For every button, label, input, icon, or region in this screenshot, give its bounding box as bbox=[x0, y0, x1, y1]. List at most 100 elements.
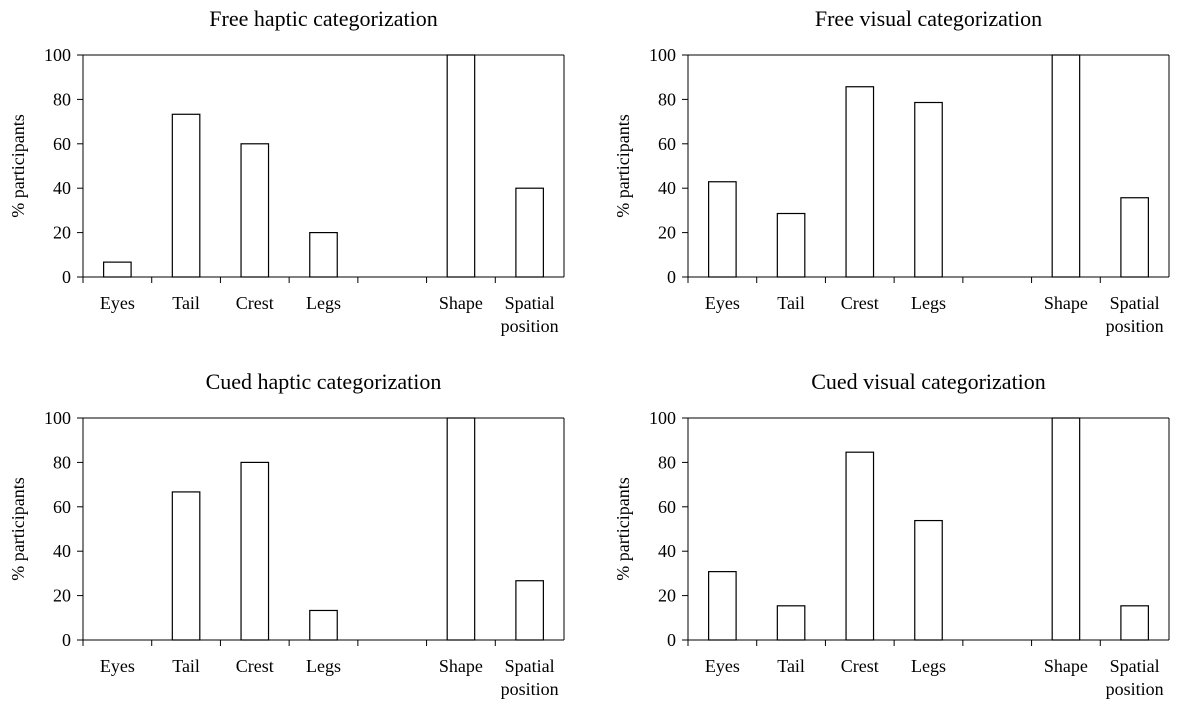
bar-legs bbox=[914, 519, 943, 641]
x-tick-label: Legs bbox=[306, 293, 341, 313]
x-tick-label: Crest bbox=[841, 656, 879, 676]
x-tick-label-line: Eyes bbox=[100, 656, 135, 676]
bar-tail bbox=[776, 212, 806, 278]
x-tick-label-line: Spatial bbox=[505, 293, 555, 313]
y-tick-label: 0 bbox=[667, 630, 676, 650]
bar-crest bbox=[240, 143, 270, 278]
y-tick-label: 60 bbox=[658, 497, 676, 517]
x-tick-label-line: Shape bbox=[439, 656, 483, 676]
x-tick-label-line: position bbox=[501, 679, 559, 699]
x-tick-label: Crest bbox=[841, 293, 879, 313]
x-tick-label: Shape bbox=[439, 656, 483, 676]
x-tick-label-line: Shape bbox=[439, 293, 483, 313]
chart-title: Free haptic categorization bbox=[209, 6, 437, 31]
x-tick-label-line: position bbox=[501, 316, 559, 336]
x-tick-label-line: Tail bbox=[172, 293, 200, 313]
bar-legs bbox=[309, 609, 338, 641]
x-tick-label-line: Spatial bbox=[1110, 656, 1160, 676]
x-tick-label-line: Eyes bbox=[705, 656, 740, 676]
bar-shape bbox=[1051, 54, 1081, 278]
chart-panel-3: Cued visual categorization % participants… bbox=[613, 369, 1170, 699]
x-tick-label-line: Crest bbox=[236, 656, 274, 676]
bar-crest bbox=[845, 86, 875, 278]
bar-tail bbox=[171, 113, 201, 278]
x-tick-label: Shape bbox=[439, 293, 483, 313]
x-tick-label: Shape bbox=[1044, 656, 1088, 676]
y-tick-label: 40 bbox=[658, 541, 676, 561]
y-axis-label: % participants bbox=[8, 477, 28, 580]
y-tick-label: 20 bbox=[658, 586, 676, 606]
bar-tail bbox=[776, 605, 806, 641]
y-tick-label: 100 bbox=[649, 45, 676, 65]
y-tick-label: 0 bbox=[62, 267, 71, 287]
y-axis-label: % participants bbox=[613, 114, 633, 217]
x-tick-label-line: Legs bbox=[306, 293, 341, 313]
chart-panel-2: Cued haptic categorization % participants… bbox=[8, 369, 565, 699]
x-tick-label-line: Spatial bbox=[505, 656, 555, 676]
x-tick-label: Spatial position bbox=[501, 293, 559, 336]
y-tick-label: 20 bbox=[53, 223, 71, 243]
x-tick-label-line: Spatial bbox=[1110, 293, 1160, 313]
x-tick-label-line: position bbox=[1106, 316, 1164, 336]
x-tick-label-line: Legs bbox=[911, 293, 946, 313]
x-tick-label: Tail bbox=[172, 656, 200, 676]
x-tick-label-line: Tail bbox=[172, 656, 200, 676]
x-tick-label-line: Legs bbox=[911, 656, 946, 676]
x-tick-label-line: Legs bbox=[306, 656, 341, 676]
x-tick-label: Eyes bbox=[705, 656, 740, 676]
y-tick-label: 60 bbox=[53, 134, 71, 154]
y-axis-label: % participants bbox=[613, 477, 633, 580]
bar-spatial-position bbox=[1120, 197, 1149, 278]
bar-spatial-position bbox=[515, 187, 544, 278]
bar-crest bbox=[240, 461, 270, 641]
y-tick-label: 0 bbox=[62, 630, 71, 650]
chart-title: Cued visual categorization bbox=[811, 369, 1046, 394]
x-tick-label: Tail bbox=[777, 293, 805, 313]
y-tick-label: 0 bbox=[667, 267, 676, 287]
y-tick-label: 20 bbox=[53, 586, 71, 606]
y-tick-label: 100 bbox=[44, 408, 71, 428]
bar-legs bbox=[309, 232, 338, 278]
x-tick-label-line: Crest bbox=[236, 293, 274, 313]
y-tick-label: 80 bbox=[658, 89, 676, 109]
bar-shape bbox=[446, 417, 476, 641]
bar-spatial-position bbox=[515, 580, 544, 641]
y-tick-label: 80 bbox=[53, 452, 71, 472]
x-tick-label-line: Tail bbox=[777, 293, 805, 313]
x-tick-label: Tail bbox=[777, 656, 805, 676]
x-tick-label: Crest bbox=[236, 656, 274, 676]
x-tick-label: Spatial position bbox=[501, 656, 559, 699]
x-tick-label-line: Eyes bbox=[705, 293, 740, 313]
x-tick-label: Eyes bbox=[100, 293, 135, 313]
bar-eyes bbox=[103, 261, 132, 278]
y-tick-label: 80 bbox=[658, 452, 676, 472]
x-tick-label: Legs bbox=[306, 656, 341, 676]
x-tick-label-line: Shape bbox=[1044, 293, 1088, 313]
bar-spatial-position bbox=[1120, 605, 1149, 641]
chart-title: Free visual categorization bbox=[815, 6, 1042, 31]
x-tick-label: Tail bbox=[172, 293, 200, 313]
bar-legs bbox=[914, 101, 943, 278]
x-tick-label: Spatial position bbox=[1106, 293, 1164, 336]
bar-shape bbox=[446, 54, 476, 278]
chart-panel-0: Free haptic categorization % participants… bbox=[8, 6, 565, 336]
y-tick-label: 20 bbox=[658, 223, 676, 243]
x-tick-label-line: Eyes bbox=[100, 293, 135, 313]
bar-eyes bbox=[708, 571, 737, 641]
x-tick-label-line: Crest bbox=[841, 656, 879, 676]
y-tick-label: 40 bbox=[53, 541, 71, 561]
x-tick-label: Shape bbox=[1044, 293, 1088, 313]
chart-panel-1: Free visual categorization % participants… bbox=[613, 6, 1170, 336]
x-tick-label-line: Shape bbox=[1044, 656, 1088, 676]
x-tick-label: Spatial position bbox=[1106, 656, 1164, 699]
bar-shape bbox=[1051, 417, 1081, 641]
y-tick-label: 40 bbox=[658, 178, 676, 198]
x-tick-label-line: Crest bbox=[841, 293, 879, 313]
y-axis-label: % participants bbox=[8, 114, 28, 217]
x-tick-label: Legs bbox=[911, 293, 946, 313]
y-tick-label: 100 bbox=[44, 45, 71, 65]
bar-eyes bbox=[708, 181, 737, 278]
y-tick-label: 80 bbox=[53, 89, 71, 109]
bar-crest bbox=[845, 451, 875, 641]
